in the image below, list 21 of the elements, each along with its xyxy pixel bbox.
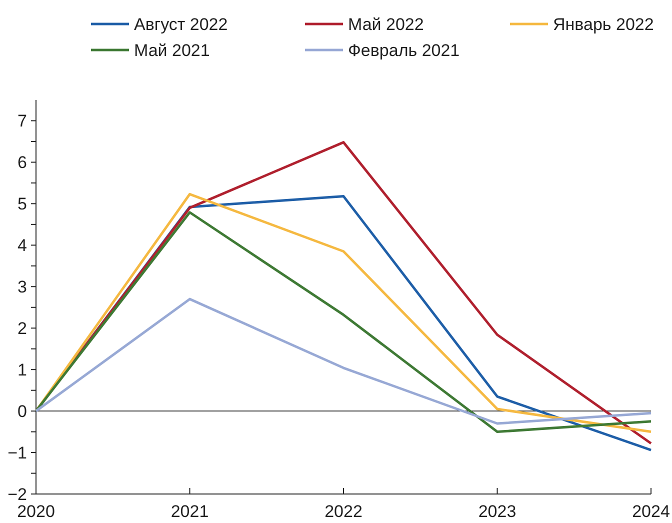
x-tick-label: 2021 xyxy=(170,502,209,521)
legend-label: Май 2021 xyxy=(134,41,210,60)
y-tick-label: 1 xyxy=(18,360,27,380)
y-tick-label: 6 xyxy=(18,153,27,172)
y-tick-label: 7 xyxy=(18,112,27,131)
y-tick-label: −1 xyxy=(8,444,27,463)
legend-label: Май 2022 xyxy=(348,15,424,34)
y-tick-label: 0 xyxy=(18,402,27,422)
x-tick-label: 2024 xyxy=(632,502,670,521)
y-tick-label: 4 xyxy=(18,236,27,256)
x-tick-label: 2023 xyxy=(478,502,516,521)
y-tick-label: 5 xyxy=(18,194,27,214)
legend-label: Январь 2022 xyxy=(553,15,654,34)
x-tick-label: 2020 xyxy=(17,502,55,521)
y-tick-label: 3 xyxy=(18,278,27,297)
line-series xyxy=(34,298,652,425)
legend-label: Февраль 2021 xyxy=(348,41,460,60)
y-tick-label: 2 xyxy=(18,319,27,338)
legend-label: Август 2022 xyxy=(134,15,228,34)
x-tick-label: 2022 xyxy=(324,502,362,521)
y-tick-label: −2 xyxy=(8,485,27,504)
